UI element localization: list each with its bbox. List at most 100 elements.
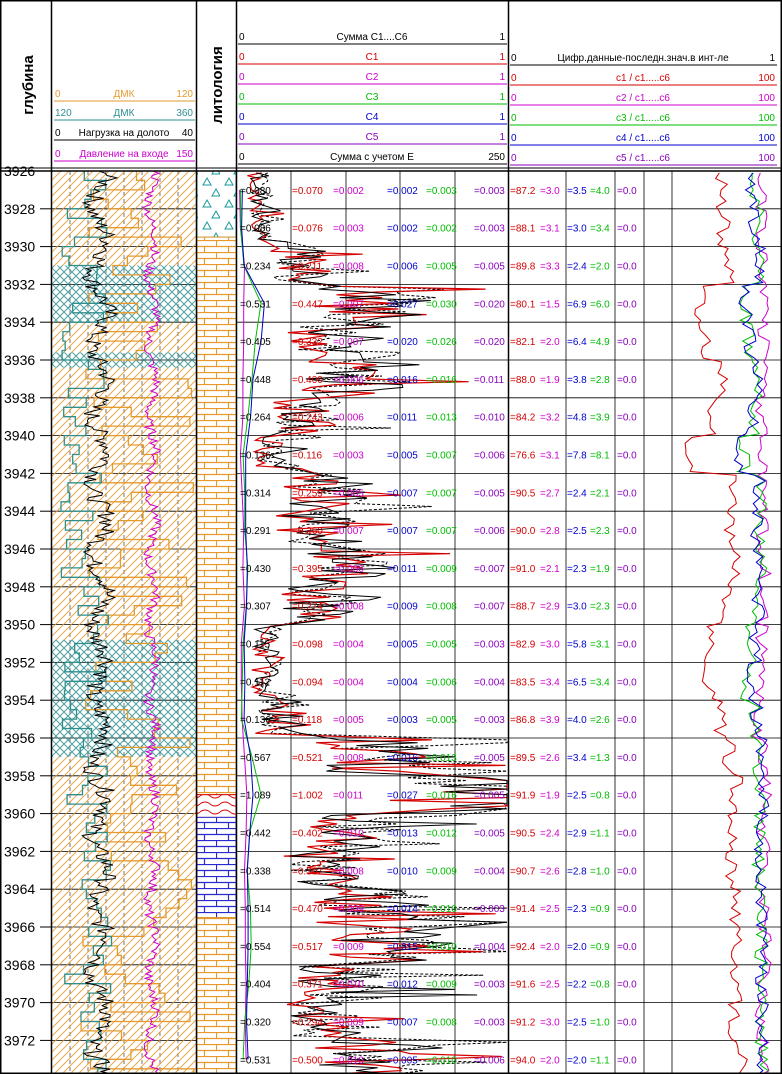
gas-reading-c4: =0.008 — [426, 1018, 457, 1029]
ratio-reading-r1: =86.8 — [510, 715, 536, 726]
ratio-reading-r4: =1.1 — [590, 829, 610, 840]
depth-tick-label: 3958 — [4, 768, 35, 784]
gas-reading-sum: =0.115 — [240, 640, 271, 651]
gas-reading-c5: =0.003 — [474, 224, 505, 235]
ratio-reading-r4: =3.9 — [590, 413, 610, 424]
ratio-reading-r3: =6.4 — [567, 337, 587, 348]
gas-reading-c5: =0.006 — [474, 451, 505, 462]
ratio-reading-r4: =0.9 — [590, 942, 610, 953]
ratio-reading-r2: =1.9 — [540, 375, 560, 386]
ratio-reading-r1: =82.1 — [510, 337, 536, 348]
ratio-reading-r1: =91.0 — [510, 564, 536, 575]
legend-min: 0 — [239, 32, 245, 43]
gas-reading-c1: =0.259 — [292, 488, 323, 499]
gas-curve-sum — [249, 172, 508, 1074]
legend-max: 150 — [176, 149, 193, 160]
gas-reading-sum: =0.320 — [240, 1018, 271, 1029]
ratio-reading-r2: =1.5 — [540, 299, 560, 310]
log-tracks: =0.080 =0.070 =0.002 =0.002 =0.003 =0.003 =0.0… — [4, 163, 782, 1074]
gas-reading-c3: =0.009 — [387, 602, 418, 613]
legend-min: 120 — [55, 108, 72, 119]
ratio-reading-r3: =3.8 — [567, 375, 587, 386]
ratio-reading-r2: =3.2 — [540, 413, 560, 424]
gas-reading-c1: =0.517 — [292, 942, 323, 953]
legend-max: 100 — [758, 73, 775, 84]
ratio-reading-r5: =0.0 — [617, 753, 637, 764]
gas-reading-c4: =0.006 — [426, 677, 457, 688]
ratio-reading-r4: =2.3 — [590, 602, 610, 613]
gas-reading-c4: =0.008 — [426, 602, 457, 613]
lithology-interval — [197, 171, 236, 238]
ratio-reading-r4: =1.3 — [590, 753, 610, 764]
ratio-reading-r1: =90.7 — [510, 866, 536, 877]
gas-reading-c2: =0.006 — [333, 375, 364, 386]
gas-reading-sum: =0.136 — [240, 451, 271, 462]
depth-tick-label: 3960 — [4, 806, 35, 822]
depth-tick-label: 3946 — [4, 541, 35, 557]
gas-curve-c1 — [247, 172, 508, 1074]
depth-tick-label: 3950 — [4, 617, 35, 633]
legend-name: ДМК — [114, 89, 135, 100]
gas-reading-sum: =0.405 — [240, 337, 271, 348]
ratio-reading-r4: =2.0 — [590, 262, 610, 273]
ratio-reading-r5: =0.0 — [617, 451, 637, 462]
legend-name: с1 / с1.....с6 — [616, 73, 670, 84]
ratio-reading-r5: =0.0 — [617, 1018, 637, 1029]
drilling-hatch-block — [52, 367, 196, 640]
legend-max: 100 — [758, 133, 775, 144]
gas-reading-c2: =0.009 — [333, 904, 364, 915]
gas-reading-sum: =0.514 — [240, 904, 271, 915]
ratio-reading-r3: =3.0 — [567, 224, 587, 235]
gas-reading-c2: =0.003 — [333, 224, 364, 235]
gas-reading-c4: =0.012 — [426, 829, 457, 840]
gas-reading-c1: =0.116 — [292, 451, 323, 462]
ratio-reading-r5: =0.0 — [617, 1055, 637, 1066]
gas-reading-c5: =0.004 — [474, 942, 505, 953]
legend-max: 40 — [182, 128, 194, 139]
lithology-title: литология — [209, 46, 226, 123]
ratio-reading-r1: =90.5 — [510, 829, 536, 840]
gas-reading-c2: =0.003 — [333, 451, 364, 462]
ratio-reading-r5: =0.0 — [617, 640, 637, 651]
legend-min: 0 — [239, 52, 245, 63]
ratio-reading-r3: =2.9 — [567, 829, 587, 840]
ratio-reading-r5: =0.0 — [617, 791, 637, 802]
legend-name: С1 — [366, 52, 379, 63]
gas-reading-c4: =0.007 — [426, 451, 457, 462]
gas-reading-c5: =0.005 — [474, 791, 505, 802]
ratio-reading-r2: =2.0 — [540, 1055, 560, 1066]
ratio-curve-r4 — [733, 172, 770, 1074]
gas-reading-c1: =0.243 — [292, 413, 323, 424]
gas-reading-c1: =0.470 — [292, 904, 323, 915]
ratio-reading-r2: =2.9 — [540, 602, 560, 613]
gas-reading-c3: =0.010 — [387, 866, 418, 877]
ratio-reading-r3: =2.0 — [567, 1055, 587, 1066]
legend-min: 0 — [511, 133, 517, 144]
legend-max: 360 — [176, 108, 193, 119]
ratio-reading-r1: =91.4 — [510, 904, 536, 915]
gas-reading-c3: =0.002 — [387, 224, 418, 235]
gas-reading-c5: =0.003 — [474, 980, 505, 991]
ratio-reading-r4: =8.1 — [590, 451, 610, 462]
legend-name: с2 / с1.....с6 — [616, 93, 670, 104]
legend-min: 0 — [239, 152, 245, 163]
ratio-reading-r1: =88.1 — [510, 224, 536, 235]
gas-reading-c4: =0.007 — [426, 526, 457, 537]
ratio-reading-r3: =3.4 — [567, 753, 587, 764]
depth-tick-label: 3948 — [4, 579, 35, 595]
ratio-reading-r5: =0.0 — [617, 564, 637, 575]
depth-title: глубина — [20, 55, 37, 115]
ratio-reading-r1: =82.9 — [510, 640, 536, 651]
legend-min: 0 — [511, 113, 517, 124]
ratio-reading-r1: =90.5 — [510, 488, 536, 499]
gas-reading-c3: =0.027 — [387, 791, 418, 802]
gas-reading-c4: =0.016 — [426, 375, 457, 386]
gas-reading-c2: =0.007 — [333, 299, 364, 310]
ratio-reading-r1: =76.6 — [510, 451, 536, 462]
gas-reading-c5: =0.007 — [474, 602, 505, 613]
legend-name: Цифр.данные-последн.знач.в инт-ле — [557, 52, 729, 64]
log-header: глубина литология 0 ДМК 120 120 ДМК 360 0 Нагру… — [0, 0, 782, 171]
legend-min: 0 — [511, 73, 517, 84]
curve-legend-gas: 0 Сумма С1....С6 1 0 С1 1 0 С2 1 0 С3 1 0 С4 1 0 С5 1 0 Сум… — [238, 32, 507, 165]
gas-reading-c3: =0.004 — [387, 677, 418, 688]
